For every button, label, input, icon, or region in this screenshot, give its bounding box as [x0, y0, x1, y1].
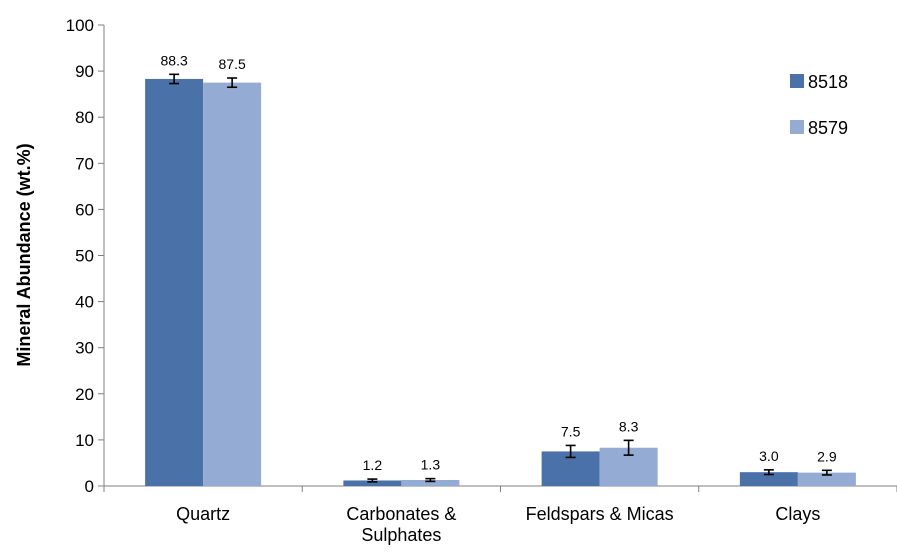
- data-label: 8.3: [619, 418, 639, 434]
- y-tick-label: 0: [85, 477, 94, 496]
- bar-8579: [797, 472, 856, 486]
- y-tick-label: 40: [75, 293, 94, 312]
- error-bar: [169, 73, 180, 85]
- error-bar: [821, 469, 832, 476]
- y-tick-label: 90: [75, 62, 94, 81]
- error-bar: [623, 439, 634, 456]
- y-tick-label: 100: [66, 16, 94, 35]
- x-tick-label: Clays: [775, 504, 820, 524]
- y-tick-label: 10: [75, 431, 94, 450]
- y-tick-label: 20: [75, 385, 94, 404]
- error-bar: [565, 444, 576, 459]
- legend-label: 8579: [808, 118, 848, 138]
- y-tick-label: 70: [75, 154, 94, 173]
- bar-8579: [401, 480, 460, 486]
- data-label: 1.3: [421, 457, 441, 473]
- chart-legend: 8518 8579: [790, 72, 848, 138]
- legend-swatch: [790, 74, 804, 88]
- y-axis-title: Mineral Abundance (wt.%): [14, 143, 34, 366]
- legend-label: 8518: [808, 72, 848, 92]
- y-tick-label: 30: [75, 339, 94, 358]
- data-label: 1.2: [363, 457, 383, 473]
- x-tick-label: Feldspars & Micas: [526, 504, 674, 524]
- error-bar: [425, 477, 436, 483]
- chart-labels: Quartz Carbonates & Sulphates Feldspars & M…: [161, 52, 837, 545]
- chart-bars: [145, 73, 856, 486]
- y-tick-label: 50: [75, 247, 94, 266]
- error-bar: [763, 469, 774, 476]
- bar-8579: [203, 82, 262, 486]
- data-label: 88.3: [161, 52, 188, 68]
- chart-axes: 0 10 20 30 40 50 60 70 80 90 100: [66, 16, 897, 496]
- y-tick-label: 60: [75, 200, 94, 219]
- x-tick-label: Carbonates & Sulphates: [346, 504, 456, 545]
- error-bar: [227, 77, 238, 89]
- data-label: 2.9: [817, 448, 837, 464]
- data-label: 3.0: [759, 448, 779, 464]
- legend-swatch: [790, 120, 804, 134]
- x-tick-label: Quartz: [176, 504, 230, 524]
- y-tick-label: 80: [75, 108, 94, 127]
- error-bar: [367, 478, 378, 483]
- data-label: 87.5: [219, 56, 246, 72]
- bar-8518: [343, 480, 402, 486]
- bar-8518: [145, 78, 204, 486]
- data-label: 7.5: [561, 423, 581, 439]
- bar-8518: [739, 472, 798, 486]
